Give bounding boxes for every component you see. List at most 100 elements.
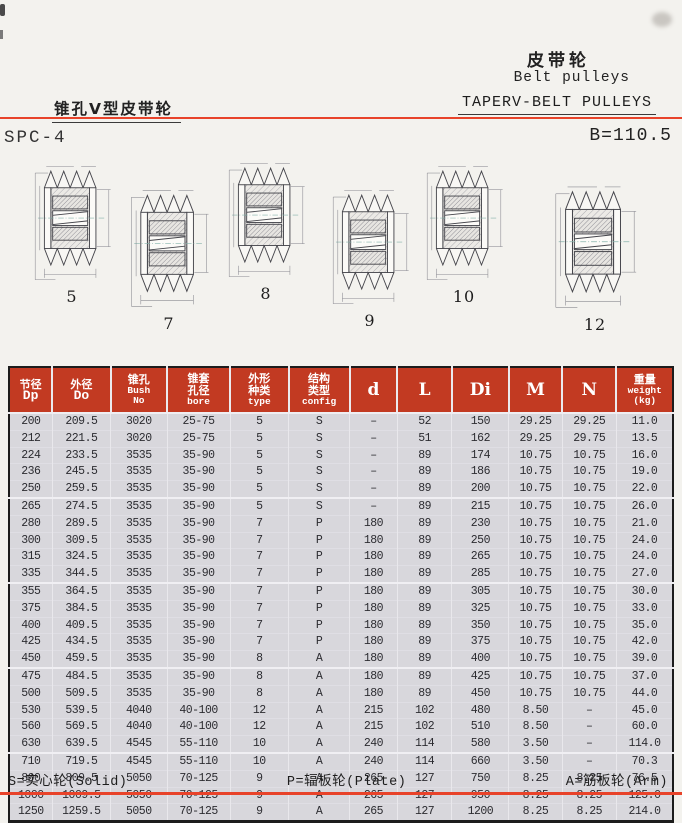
cell: 10.75 — [508, 480, 563, 500]
cell: 3535 — [110, 650, 168, 669]
cell: 89 — [397, 684, 453, 703]
cell: 215 — [451, 497, 510, 516]
cell: 305 — [451, 582, 510, 601]
cell: A — [288, 769, 351, 788]
table-body: 200 209.5 3020 25-75 5 S –52 150 29.25 29.25 11.0 2… — [9, 413, 673, 822]
cell: 10.75 — [508, 667, 563, 686]
table-row: 475 484.5 3535 35-90 8 A 180 89 425 10.75 10.75 37.… — [9, 667, 673, 686]
pulley-figure: 10 — [418, 162, 510, 306]
cell: 70.3 — [616, 752, 673, 771]
cell: 180 — [349, 514, 398, 533]
cell: 710 — [9, 752, 53, 771]
cell: 9 — [230, 803, 290, 822]
cell: S — [288, 429, 351, 448]
figure-label: 8 — [260, 284, 272, 304]
table-row: 300 309.5 3535 35-90 7 P 180 89 250 10.75 10.75 24.… — [9, 531, 673, 549]
cell: 289.5 — [52, 514, 112, 533]
cell: 35-90 — [167, 497, 231, 516]
cell: A — [288, 735, 351, 754]
cell: 400 — [9, 616, 53, 634]
table-row: 250 259.5 3535 35-90 5 S –89 200 10.75 10.75 22.0 — [9, 480, 673, 500]
cell: 10 — [230, 752, 290, 771]
cell: 102 — [397, 701, 453, 719]
cell: 530 — [9, 701, 53, 719]
table-row: 200 209.5 3020 25-75 5 S –52 150 29.25 29.25 11.0 — [9, 413, 673, 431]
cell: 89 — [397, 633, 453, 651]
cell: 29.75 — [562, 429, 617, 448]
cell: 5 — [230, 413, 290, 431]
cell: – — [562, 735, 617, 754]
cell: 180 — [349, 531, 398, 549]
cell: 55-110 — [167, 735, 231, 754]
pulley-figure: 9 — [324, 186, 416, 330]
cell: 10.75 — [562, 497, 617, 516]
cell: 10.75 — [562, 480, 617, 500]
cell: 40-100 — [167, 718, 231, 736]
cell: 35-90 — [167, 446, 231, 464]
cell: 3535 — [110, 531, 168, 549]
cell: 274.5 — [52, 497, 112, 516]
column-header: 外形 种类 type — [230, 366, 290, 414]
cell: 539.5 — [52, 701, 112, 719]
cell: A — [288, 667, 351, 686]
table-row: 236 245.5 3535 35-90 5 S –89 186 10.75 10.75 19.0 — [9, 463, 673, 481]
cell: 250 — [9, 480, 53, 500]
cell: 10 — [230, 735, 290, 754]
cell: 1259.5 — [52, 803, 112, 822]
cell: 3535 — [110, 446, 168, 464]
cell: 1200 — [451, 803, 510, 822]
cell: 484.5 — [52, 667, 112, 686]
table-row: 630 639.5 4545 55-110 10 A 240 114 580 3.50–114.0 — [9, 735, 673, 754]
cell: 450 — [9, 650, 53, 669]
cell: 89 — [397, 650, 453, 669]
cell: 4545 — [110, 752, 168, 771]
cell: 13.5 — [616, 429, 673, 448]
cell: 39.0 — [616, 650, 673, 669]
cell: S — [288, 446, 351, 464]
cell: 52 — [397, 413, 453, 431]
scan-artifact — [0, 30, 3, 39]
cell: 3.50 — [508, 752, 563, 771]
cell: 5 — [230, 446, 290, 464]
cell: 200 — [9, 413, 53, 431]
cell: 89 — [397, 480, 453, 500]
cell: 630 — [9, 735, 53, 754]
cell: 250 — [451, 531, 510, 549]
cell: 280 — [9, 514, 53, 533]
cell: 265 — [451, 548, 510, 566]
scan-artifact — [0, 4, 5, 16]
cell: P — [288, 633, 351, 651]
cell: 89 — [397, 531, 453, 549]
cell: 26.0 — [616, 497, 673, 516]
cell: 70-125 — [167, 803, 231, 822]
cell: 3535 — [110, 684, 168, 703]
cell: – — [349, 463, 398, 481]
cell: 8 — [230, 684, 290, 703]
cell: 89 — [397, 582, 453, 601]
cell: 7 — [230, 531, 290, 549]
cell: 70-125 — [167, 769, 231, 788]
table-row: 335 344.5 3535 35-90 7 P 180 89 285 10.75 10.75 27.… — [9, 565, 673, 584]
cell: 3535 — [110, 514, 168, 533]
cell: 3535 — [110, 582, 168, 601]
table-row: 450 459.5 3535 35-90 8 A 180 89 400 10.75 10.75 39.… — [9, 650, 673, 669]
cell: 214.0 — [616, 803, 673, 822]
cell: 344.5 — [52, 565, 112, 584]
cell: 35-90 — [167, 667, 231, 686]
cell: 10.75 — [508, 497, 563, 516]
cell: 400 — [451, 650, 510, 669]
pulley-drawing — [426, 166, 503, 281]
red-rule-top — [0, 117, 682, 119]
cell: 30.0 — [616, 582, 673, 601]
cell: 35-90 — [167, 514, 231, 533]
cell: 580 — [451, 735, 510, 754]
cell: 560 — [9, 718, 53, 736]
cell: 245.5 — [52, 463, 112, 481]
cell: 162 — [451, 429, 510, 448]
table-row: 375 384.5 3535 35-90 7 P 180 89 325 10.75 10.75 33.… — [9, 599, 673, 618]
cell: 475 — [9, 667, 53, 686]
cell: 209.5 — [52, 413, 112, 431]
cell: 480 — [451, 701, 510, 719]
cell: 215 — [349, 718, 398, 736]
cell: A — [288, 803, 351, 822]
